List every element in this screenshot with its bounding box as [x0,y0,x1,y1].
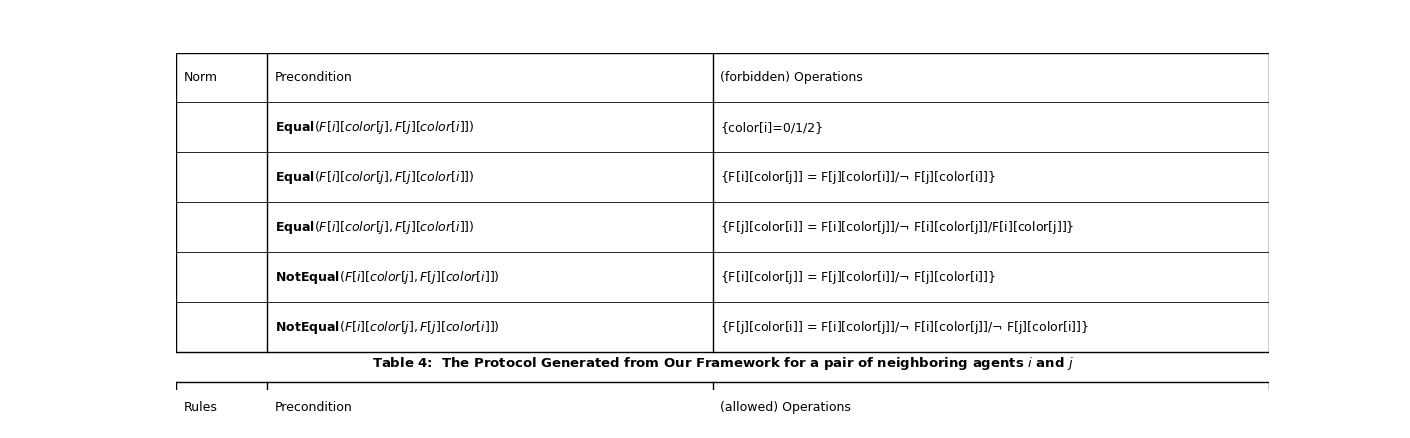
Text: Rules: Rules [183,401,217,414]
Text: Norm: Norm [183,71,219,84]
Text: $\mathbf{NotEqual}$$(F[i][color[j], F[j][color[i]])$: $\mathbf{NotEqual}$$(F[i][color[j], F[j]… [275,268,499,286]
Text: {F[i][color[j]] = F[j][color[i]]/$\neg$ F[j][color[i]]}: {F[i][color[j]] = F[j][color[i]]/$\neg$ … [721,169,997,186]
Text: (forbidden) Operations: (forbidden) Operations [721,71,863,84]
Text: {F[j][color[i]] = F[i][color[j]]/$\neg$ F[i][color[j]]/$\neg$ F[j][color[i]]}: {F[j][color[i]] = F[i][color[j]]/$\neg$ … [721,318,1090,336]
Text: {color[i]=0/1/2}: {color[i]=0/1/2} [721,121,823,134]
Text: {F[j][color[i]] = F[i][color[j]]/$\neg$ F[i][color[j]]/F[i][color[j]]}: {F[j][color[i]] = F[i][color[j]]/$\neg$ … [721,219,1074,236]
Text: $\mathbf{Equal}$$(F[i][color[j], F[j][color[i]])$: $\mathbf{Equal}$$(F[i][color[j], F[j][co… [275,169,474,186]
Text: $\mathbf{Equal}$$(F[i][color[j], F[j][color[i]])$: $\mathbf{Equal}$$(F[i][color[j], F[j][co… [275,219,474,236]
Text: Table 4:  The Protocol Generated from Our Framework for a pair of neighboring ag: Table 4: The Protocol Generated from Our… [372,355,1073,372]
Text: {F[i][color[j]] = F[j][color[i]]/$\neg$ F[j][color[i]]}: {F[i][color[j]] = F[j][color[i]]/$\neg$ … [721,268,997,286]
Text: $\mathbf{NotEqual}$$(F[i][color[j], F[j][color[i]])$: $\mathbf{NotEqual}$$(F[i][color[j], F[j]… [275,318,499,336]
Text: Precondition: Precondition [275,401,352,414]
Text: $\mathbf{Equal}$$(F[i][color[j], F[j][color[i]])$: $\mathbf{Equal}$$(F[i][color[j], F[j][co… [275,119,474,136]
Text: Precondition: Precondition [275,71,352,84]
Text: (allowed) Operations: (allowed) Operations [721,401,852,414]
